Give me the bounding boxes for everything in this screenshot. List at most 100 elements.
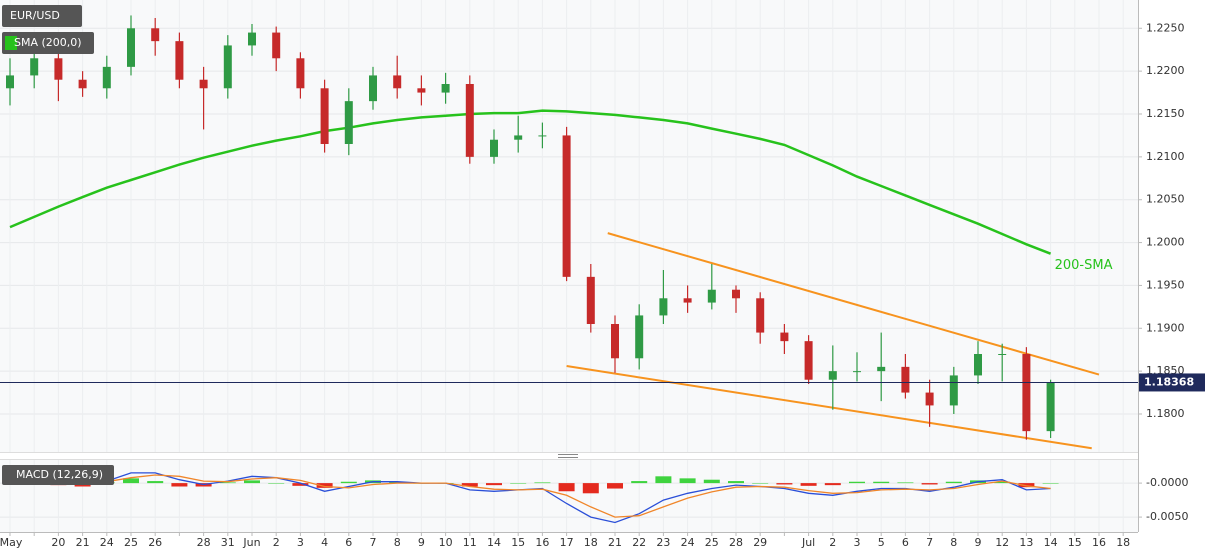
candle-body xyxy=(635,315,644,359)
y-tick-label: 1.1800 xyxy=(1146,407,1185,420)
macd-legend-box[interactable] xyxy=(2,465,114,485)
x-tick-label: 22 xyxy=(632,536,646,549)
macd-legend-label: MACD (12,26,9) xyxy=(16,468,103,481)
x-tick-label: 21 xyxy=(608,536,622,549)
x-tick-label: 14 xyxy=(1044,536,1058,549)
macd-histogram-bar xyxy=(800,483,817,486)
candle-body xyxy=(320,88,329,144)
macd-histogram-bar xyxy=(994,481,1011,484)
candle-body xyxy=(877,366,886,372)
x-tick-label: 3 xyxy=(297,536,304,549)
last-price-box xyxy=(1139,373,1205,392)
candle-body xyxy=(441,84,450,93)
candle-body xyxy=(853,371,861,373)
candle-body xyxy=(223,45,232,89)
x-tick-label: Jun xyxy=(242,536,260,549)
x-tick-label: 15 xyxy=(1068,536,1082,549)
x-tick-label: 26 xyxy=(148,536,162,549)
x-tick-label: 12 xyxy=(995,536,1009,549)
candle-body xyxy=(611,324,619,359)
macd-histogram-bar xyxy=(171,483,188,487)
candle-body xyxy=(6,75,14,89)
macd-histogram-bar xyxy=(461,483,478,487)
x-tick-label: 23 xyxy=(656,536,670,549)
macd-histogram-bar xyxy=(679,478,696,484)
candle-body xyxy=(1022,354,1031,432)
x-tick-label: 24 xyxy=(100,536,114,549)
x-tick-label: 2 xyxy=(273,536,280,549)
macd-histogram-bar xyxy=(534,482,551,484)
y-tick-label: -0.0050 xyxy=(1146,510,1188,523)
x-tick-label: 18 xyxy=(584,536,598,549)
macd-histogram-bar xyxy=(316,483,333,488)
x-tick-label: 3 xyxy=(854,536,861,549)
x-tick-label: 6 xyxy=(902,536,909,549)
candle-body xyxy=(490,139,498,157)
macd-histogram-bar xyxy=(824,483,841,486)
sma-legend-box[interactable] xyxy=(2,32,94,54)
x-tick-label: 5 xyxy=(878,536,885,549)
candle-body xyxy=(707,289,716,303)
macd-histogram-bar xyxy=(389,481,406,484)
divider-handle[interactable] xyxy=(558,454,578,458)
candle-body xyxy=(344,101,353,144)
candle-body xyxy=(998,354,1007,355)
x-tick-label: 9 xyxy=(418,536,425,549)
x-tick-label: 2 xyxy=(829,536,836,549)
macd-histogram-bar xyxy=(558,483,575,492)
candle-body xyxy=(828,371,837,380)
candle-body xyxy=(369,75,377,102)
macd-histogram-bar xyxy=(219,482,236,484)
macd-histogram-bar xyxy=(510,483,527,484)
x-tick-label: 21 xyxy=(76,536,90,549)
x-tick-label: 20 xyxy=(51,536,65,549)
candle-body xyxy=(296,58,305,89)
x-tick-label: 4 xyxy=(321,536,328,549)
x-tick-label: 11 xyxy=(463,536,477,549)
x-tick-label: Jul xyxy=(801,536,815,549)
overlay-ui: EUR/USD SMA (200,0) MACD (12,26,9) 1.180… xyxy=(0,5,1205,549)
x-tick-label: 16 xyxy=(535,536,549,549)
y-tick-label: 1.2250 xyxy=(1146,21,1185,34)
macd-histogram-bar xyxy=(486,483,502,486)
y-tick-label: 1.2200 xyxy=(1146,64,1185,77)
sma-legend-label: SMA (200,0) xyxy=(14,36,82,49)
candle-body xyxy=(248,32,256,46)
candle-body xyxy=(78,79,87,89)
x-tick-label: 7 xyxy=(926,536,933,549)
macd-histogram-bar xyxy=(123,478,139,484)
candle-body xyxy=(659,298,668,316)
symbol-box[interactable] xyxy=(2,5,82,27)
signal-line xyxy=(9,474,1051,518)
macd-histogram-bar xyxy=(703,479,720,484)
candle-body xyxy=(127,28,135,67)
macd-histogram-bar xyxy=(752,483,769,484)
sma-legend-swatch xyxy=(5,36,17,50)
candle-body xyxy=(756,298,765,333)
y-tick-label: 1.2150 xyxy=(1146,107,1185,120)
x-tick-label: 13 xyxy=(1019,536,1033,549)
candle-body xyxy=(1046,382,1055,432)
macd-histogram-bar xyxy=(1042,483,1059,484)
candle-body xyxy=(901,366,910,393)
candle-body xyxy=(151,28,160,42)
candle-body xyxy=(30,58,39,76)
macd-histogram-bar xyxy=(897,482,914,484)
macd-histogram-bar xyxy=(582,483,599,494)
trend-line xyxy=(566,365,1092,450)
candle-body xyxy=(393,75,402,89)
macd-histogram-bar xyxy=(631,481,648,484)
x-tick-label: 16 xyxy=(1092,536,1106,549)
x-tick-label: 7 xyxy=(370,536,377,549)
x-tick-label: 17 xyxy=(560,536,574,549)
x-tick-label: 29 xyxy=(753,536,767,549)
x-tick-label: 6 xyxy=(345,536,352,549)
y-tick-label: 1.2050 xyxy=(1146,193,1185,206)
candle-body xyxy=(586,276,595,324)
last-price-label: 1.18368 xyxy=(1144,375,1194,388)
x-tick-label: 25 xyxy=(705,536,719,549)
trend-line xyxy=(607,232,1100,376)
x-tick-label: 24 xyxy=(681,536,695,549)
candle-body xyxy=(175,41,184,80)
y-tick-label: -0.0000 xyxy=(1146,476,1188,489)
